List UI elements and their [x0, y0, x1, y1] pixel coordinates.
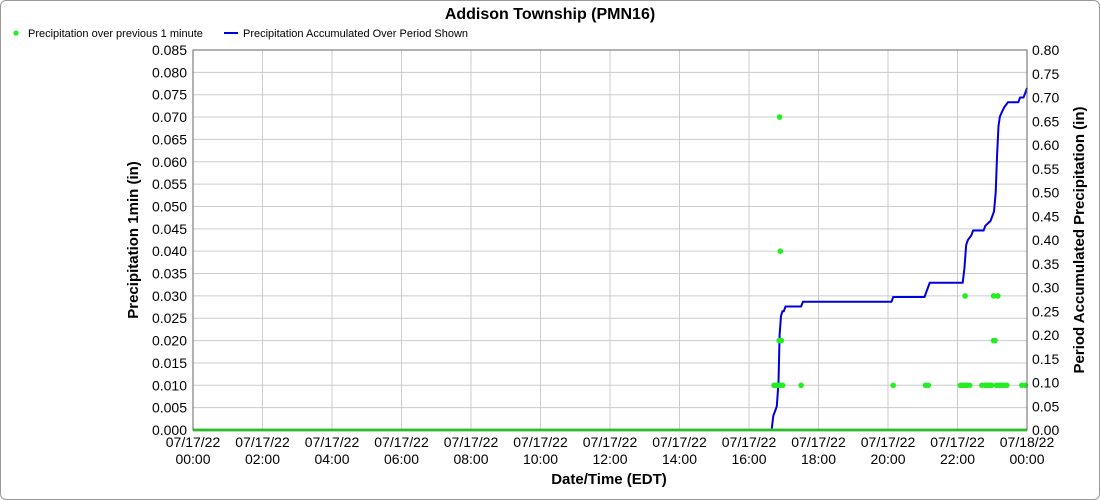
one-minute-point	[966, 382, 973, 389]
legend-label-1min: Precipitation over previous 1 minute	[28, 28, 203, 40]
x-tick-time: 02:00	[245, 451, 280, 467]
one-minute-point	[990, 293, 997, 299]
chart-title: Addison Township (PMN16)	[445, 6, 655, 23]
right-axis-ticks: 0.00 0.05 0.10 0.15 0.20 0.25 0.30 0.35 0.40 0.45…	[1032, 42, 1059, 438]
y-left-tick-label: 0.070	[152, 109, 187, 125]
y-right-tick-label: 0.05	[1032, 398, 1059, 414]
y-left-tick-label: 0.000	[152, 422, 187, 438]
y-right-tick-label: 0.60	[1032, 137, 1059, 153]
y-right-tick-label: 0.40	[1032, 232, 1059, 248]
x-tick-time: 06:00	[384, 451, 419, 467]
x-tick-date: 07/17/22	[583, 434, 638, 450]
x-tick-date: 07/17/22	[513, 434, 568, 450]
y-right-tick-label: 0.75	[1032, 66, 1059, 82]
x-tick-time: 00:00	[1009, 451, 1044, 467]
y-left-tick-label: 0.025	[152, 310, 187, 326]
x-tick-time: 00:00	[175, 451, 210, 467]
y-left-tick-label: 0.020	[152, 333, 187, 349]
y-left-tick-label: 0.040	[152, 243, 187, 259]
x-tick-date: 07/17/22	[166, 434, 221, 450]
x-tick-date: 07/17/22	[861, 434, 916, 450]
y-left-tick-label: 0.060	[152, 154, 187, 170]
y-left-tick-label: 0.015	[152, 355, 187, 371]
one-minute-point	[776, 114, 783, 120]
one-minute-point	[777, 248, 784, 254]
one-minute-point	[779, 382, 786, 389]
y-right-tick-label: 0.15	[1032, 351, 1059, 367]
x-tick-time: 08:00	[453, 451, 488, 467]
one-minute-point	[1004, 382, 1010, 389]
y-left-tick-label: 0.085	[152, 42, 187, 58]
y-left-tick-label: 0.045	[152, 221, 187, 237]
y-left-tick-label: 0.075	[152, 87, 187, 103]
accumulated-line	[193, 87, 1028, 431]
x-tick-date: 07/17/22	[722, 434, 777, 450]
one-minute-point	[992, 337, 998, 344]
y-left-tick-label: 0.080	[152, 64, 187, 80]
x-tick-time: 12:00	[592, 451, 627, 467]
x-tick-date: 07/17/22	[235, 434, 290, 450]
x-tick-time: 10:00	[523, 451, 558, 467]
x-tick-date: 07/17/22	[444, 434, 499, 450]
grid	[192, 49, 1028, 431]
one-minute-point	[988, 382, 995, 389]
x-tick-time: 20:00	[870, 451, 905, 467]
x-tick-time: 18:00	[801, 451, 836, 467]
one-minute-point	[890, 382, 896, 389]
one-minute-point	[962, 293, 968, 299]
x-tick-date: 07/17/22	[652, 434, 707, 450]
plot-border	[192, 49, 1028, 431]
x-tick-date: 07/17/22	[930, 434, 985, 450]
y-right-tick-label: 0.55	[1032, 161, 1059, 177]
x-tick-date: 07/17/22	[374, 434, 429, 450]
x-tick-date: 07/17/22	[305, 434, 360, 450]
one-minute-point	[778, 337, 785, 344]
one-minute-point	[925, 382, 932, 389]
y-right-tick-label: 0.80	[1032, 42, 1059, 58]
left-axis-ticks: 0.000 0.005 0.010 0.015 0.020 0.025 0.030 0.035…	[152, 42, 187, 438]
y-left-tick-label: 0.050	[152, 198, 187, 214]
accumulated-series	[193, 87, 1028, 431]
y-right-tick-label: 0.45	[1032, 208, 1059, 224]
y-left-tick-label: 0.065	[152, 131, 187, 147]
y-right-tick-label: 0.70	[1032, 90, 1059, 106]
one-minute-point	[995, 293, 1001, 299]
y-right-tick-label: 0.35	[1032, 256, 1059, 272]
y-axis-right-title: Period Accumulated Precipitation (in)	[1071, 107, 1088, 374]
x-tick-time: 04:00	[314, 451, 349, 467]
y-right-tick-label: 0.50	[1032, 185, 1059, 201]
x-tick-date: 07/18/22	[1000, 434, 1055, 450]
y-right-tick-label: 0.25	[1032, 303, 1059, 319]
legend: Precipitation over previous 1 minute Pre…	[13, 28, 468, 40]
legend-marker-1min	[13, 30, 19, 36]
y-right-tick-label: 0.20	[1032, 327, 1059, 343]
y-left-tick-label: 0.005	[152, 400, 187, 416]
x-axis-ticks: 07/17/2200:0007/17/2202:0007/17/2204:000…	[166, 434, 1055, 467]
y-right-tick-label: 0.10	[1032, 375, 1059, 391]
x-tick-time: 14:00	[662, 451, 697, 467]
x-tick-time: 16:00	[731, 451, 766, 467]
one-minute-point	[798, 382, 804, 389]
y-left-tick-label: 0.010	[152, 377, 187, 393]
x-tick-date: 07/17/22	[791, 434, 846, 450]
y-right-tick-label: 0.65	[1032, 113, 1059, 129]
legend-label-accumulated: Precipitation Accumulated Over Period Sh…	[243, 28, 468, 40]
y-right-tick-label: 0.30	[1032, 280, 1059, 296]
y-left-tick-label: 0.030	[152, 288, 187, 304]
x-tick-time: 22:00	[940, 451, 975, 467]
y-left-tick-label: 0.055	[152, 176, 187, 192]
x-axis-title: Date/Time (EDT)	[551, 471, 667, 488]
y-axis-left-title: Precipitation 1min (in)	[125, 161, 142, 319]
y-right-tick-label: 0.00	[1032, 422, 1059, 438]
y-left-tick-label: 0.035	[152, 266, 187, 282]
